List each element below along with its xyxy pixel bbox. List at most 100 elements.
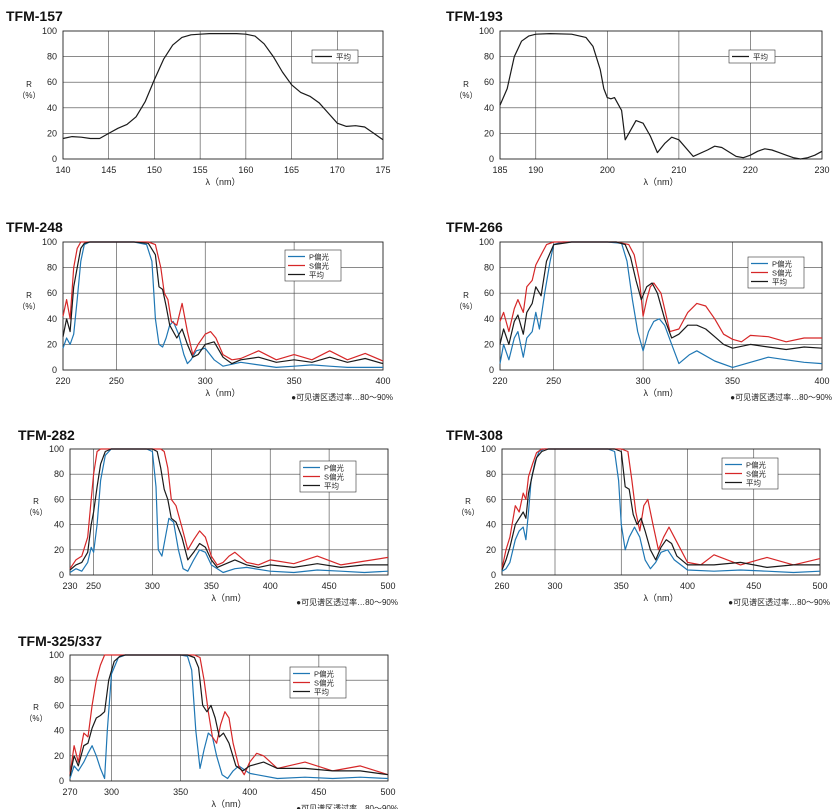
series-line xyxy=(69,654,389,777)
y-tick-label: 40 xyxy=(47,103,57,113)
series-line xyxy=(499,241,823,351)
y-axis-unit: （%） xyxy=(456,508,479,517)
series-lines xyxy=(69,448,389,574)
series-lines xyxy=(499,33,823,160)
y-axis-label: R xyxy=(26,80,32,89)
x-tick-label: 155 xyxy=(193,165,208,175)
legend-label: P偏光 xyxy=(309,252,330,262)
y-tick-label: 60 xyxy=(54,700,64,710)
y-tick-label: 80 xyxy=(484,52,494,62)
y-tick-label: 100 xyxy=(49,444,64,454)
y-tick-label: 100 xyxy=(42,237,57,247)
x-tick-label: 400 xyxy=(814,376,829,386)
series-lines xyxy=(501,448,821,574)
x-tick-label: 350 xyxy=(287,376,302,386)
x-tick-label: 400 xyxy=(263,581,278,591)
x-axis-label: λ（nm） xyxy=(643,388,678,398)
y-tick-label: 0 xyxy=(489,365,494,375)
footnote: ●可见谱区透过率…80～90% xyxy=(730,392,832,402)
series-lines xyxy=(499,241,823,368)
y-tick-label: 40 xyxy=(47,314,57,324)
y-axis-label: R xyxy=(463,291,469,300)
series-lines xyxy=(69,654,389,780)
chart-7: TFM-325/337 270 300 350 400 450 500 0 20 40 60 80 10… xyxy=(18,633,398,809)
y-tick-label: 20 xyxy=(484,128,494,138)
y-axis-unit: （%） xyxy=(454,302,477,311)
x-tick-label: 400 xyxy=(242,787,257,797)
footnote: ●可见谱区透过率…80～90% xyxy=(296,597,398,607)
y-tick-label: 20 xyxy=(486,545,496,555)
plot-frame xyxy=(62,30,384,160)
y-tick-label: 100 xyxy=(479,237,494,247)
x-tick-label: 175 xyxy=(375,165,390,175)
y-axis-unit: （%） xyxy=(24,508,47,517)
y-axis-label: R xyxy=(463,80,469,89)
y-tick-label: 0 xyxy=(52,154,57,164)
x-tick-label: 210 xyxy=(671,165,686,175)
x-tick-label: 185 xyxy=(492,165,507,175)
y-axis-unit: （%） xyxy=(24,714,47,723)
y-tick-label: 60 xyxy=(54,494,64,504)
y-tick-label: 100 xyxy=(479,26,494,36)
y-tick-label: 40 xyxy=(54,726,64,736)
x-tick-label: 300 xyxy=(104,787,119,797)
x-axis-label: λ（nm） xyxy=(205,177,240,187)
chart-title: TFM-325/337 xyxy=(18,633,102,649)
y-tick-label: 0 xyxy=(59,776,64,786)
y-tick-label: 80 xyxy=(47,263,57,273)
y-tick-label: 20 xyxy=(47,128,57,138)
series-line xyxy=(501,448,820,571)
y-axis-unit: （%） xyxy=(454,91,477,100)
y-axis-label: R xyxy=(33,703,39,712)
x-tick-label: 300 xyxy=(145,581,160,591)
series-line xyxy=(69,448,389,574)
y-tick-label: 100 xyxy=(481,444,496,454)
y-tick-label: 40 xyxy=(486,520,496,530)
x-tick-label: 250 xyxy=(86,581,101,591)
legend: 平均 xyxy=(311,49,359,64)
x-tick-label: 190 xyxy=(528,165,543,175)
legend-label: 平均 xyxy=(746,478,761,488)
x-tick-label: 170 xyxy=(330,165,345,175)
legend-label: S偏光 xyxy=(772,268,793,278)
x-tick-label: 220 xyxy=(743,165,758,175)
plot-frame xyxy=(69,448,389,576)
x-tick-label: 400 xyxy=(680,581,695,591)
chart-title: TFM-266 xyxy=(446,219,503,235)
y-tick-label: 60 xyxy=(484,77,494,87)
x-tick-label: 250 xyxy=(109,376,124,386)
x-tick-label: 230 xyxy=(62,581,77,591)
chart-2: TFM-193 185 190 200 210 220 230 0 20 40 60 80 100 λ（n… xyxy=(446,8,830,187)
series-line xyxy=(62,33,384,141)
legend-label: P偏光 xyxy=(324,463,345,473)
legend-label: 平均 xyxy=(309,270,324,280)
y-axis-label: R xyxy=(465,497,471,506)
x-tick-label: 500 xyxy=(812,581,827,591)
y-tick-label: 80 xyxy=(484,263,494,273)
x-tick-label: 300 xyxy=(636,376,651,386)
x-tick-label: 300 xyxy=(547,581,562,591)
legend-label: S偏光 xyxy=(324,472,345,482)
x-axis-label: λ（nm） xyxy=(205,388,240,398)
legend-label: P偏光 xyxy=(772,259,793,269)
y-tick-label: 20 xyxy=(484,339,494,349)
legend-label: P偏光 xyxy=(314,669,335,679)
series-line xyxy=(499,241,822,343)
y-tick-label: 60 xyxy=(486,494,496,504)
series-line xyxy=(62,241,384,365)
legend-box xyxy=(284,249,342,282)
legend-label: 平均 xyxy=(753,52,768,62)
legend-label: S偏光 xyxy=(309,261,330,271)
legend-label: P偏光 xyxy=(746,460,767,470)
x-tick-label: 160 xyxy=(238,165,253,175)
y-axis-label: R xyxy=(33,497,39,506)
series-line xyxy=(501,448,821,574)
chart-title: TFM-157 xyxy=(6,8,63,24)
x-tick-label: 220 xyxy=(492,376,507,386)
plot-frame xyxy=(69,654,389,782)
plot-frame xyxy=(501,448,821,576)
y-tick-label: 40 xyxy=(484,314,494,324)
x-axis-label: λ（nm） xyxy=(643,593,678,603)
y-tick-label: 20 xyxy=(47,339,57,349)
